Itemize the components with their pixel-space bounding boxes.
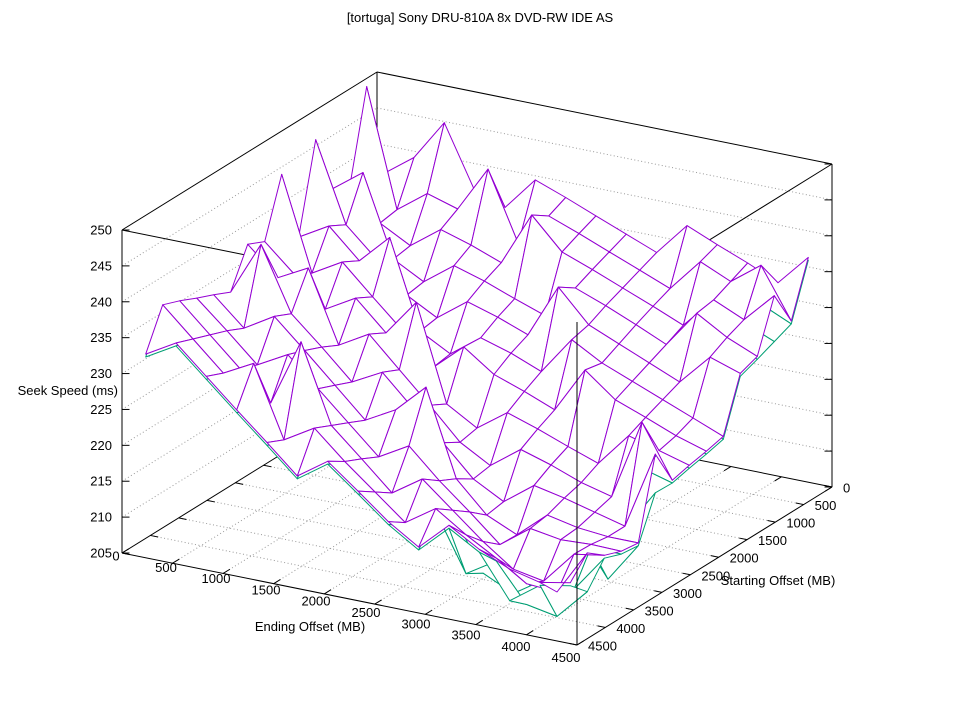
z-tick-label: 215 xyxy=(90,474,112,489)
z-tick-label: 235 xyxy=(90,330,112,345)
y-tick-label: 1500 xyxy=(758,533,787,548)
x-tick-label: 4000 xyxy=(502,639,531,654)
y-tick-label: 2000 xyxy=(730,551,759,566)
x-tick-label: 3500 xyxy=(452,628,481,643)
y-tick-label: 1000 xyxy=(786,516,815,531)
x-tick-label: 1000 xyxy=(202,571,231,586)
x-tick-label: 1500 xyxy=(252,582,281,597)
z-axis-label: Seek Speed (ms) xyxy=(18,383,118,398)
z-tick-label: 230 xyxy=(90,366,112,381)
z-tick-label: 250 xyxy=(90,223,112,238)
x-tick-label: 3000 xyxy=(402,616,431,631)
tick-labels: 2052102152202252302352402452500500100015… xyxy=(90,223,850,666)
z-tick-label: 225 xyxy=(90,402,112,417)
y-tick-label: 500 xyxy=(815,498,837,513)
z-tick-label: 210 xyxy=(90,510,112,525)
z-tick-label: 240 xyxy=(90,294,112,309)
x-tick-label: 2000 xyxy=(302,594,331,609)
y-tick-label: 4000 xyxy=(616,621,645,636)
wireframe-surfaces xyxy=(145,86,809,617)
x-tick-label: 2500 xyxy=(352,605,381,620)
chart-title: [tortuga] Sony DRU-810A 8x DVD-RW IDE AS xyxy=(347,10,614,25)
x-tick-label: 0 xyxy=(112,549,119,564)
y-tick-label: 0 xyxy=(843,481,850,496)
y-tick-label: 3500 xyxy=(645,603,674,618)
y-tick-label: 4500 xyxy=(588,639,617,654)
y-tick-label: 3000 xyxy=(673,586,702,601)
y-tick-label: 2500 xyxy=(701,568,730,583)
x-tick-label: 4500 xyxy=(552,650,581,665)
z-tick-label: 205 xyxy=(90,546,112,561)
z-tick-label: 220 xyxy=(90,438,112,453)
x-axis-label: Ending Offset (MB) xyxy=(255,619,365,634)
x-tick-label: 500 xyxy=(155,560,177,575)
z-tick-label: 245 xyxy=(90,258,112,273)
y-axis-label: Starting Offset (MB) xyxy=(721,573,836,588)
